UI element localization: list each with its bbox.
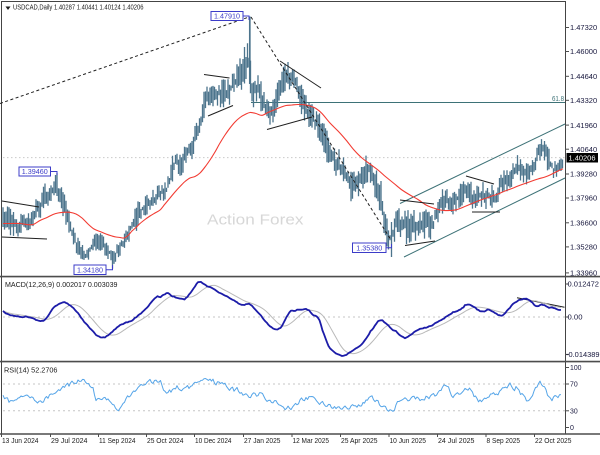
svg-text:70: 70	[570, 380, 578, 389]
svg-text:8 Sep 2025: 8 Sep 2025	[487, 436, 521, 445]
svg-text:1.35380: 1.35380	[356, 244, 382, 253]
svg-text:1.39280: 1.39280	[570, 170, 597, 179]
svg-text:1.39460: 1.39460	[22, 167, 48, 176]
svg-text:1.34180: 1.34180	[77, 266, 103, 275]
svg-text:13 Jun 2024: 13 Jun 2024	[2, 436, 39, 445]
svg-text:61.8: 61.8	[552, 96, 564, 103]
svg-text:12 Mar 2025: 12 Mar 2025	[293, 436, 330, 445]
svg-text:1.46000: 1.46000	[570, 47, 597, 56]
svg-text:1.36600: 1.36600	[570, 219, 597, 228]
svg-text:1.40206: 1.40206	[569, 154, 596, 163]
svg-text:Action Forex: Action Forex	[207, 212, 304, 229]
svg-text:25 Oct 2024: 25 Oct 2024	[147, 436, 184, 445]
svg-text:10 Dec 2024: 10 Dec 2024	[195, 436, 232, 445]
svg-text:1.37960: 1.37960	[570, 194, 597, 203]
svg-text:RSI(14) 52.2706: RSI(14) 52.2706	[4, 366, 58, 375]
svg-text:MACD(12,26,9) 0.002017 0.00303: MACD(12,26,9) 0.002017 0.003039	[5, 280, 118, 289]
svg-text:1.43320: 1.43320	[570, 96, 597, 105]
svg-text:USDCAD,Daily 1.40287 1.40441: USDCAD,Daily 1.40287 1.40441 1.40124 1.4…	[13, 3, 144, 12]
svg-text:11 Sep 2024: 11 Sep 2024	[99, 436, 136, 445]
svg-text:10 Jun 2025: 10 Jun 2025	[390, 436, 427, 445]
svg-text:1.41960: 1.41960	[570, 121, 597, 130]
svg-text:1.33960: 1.33960	[570, 269, 597, 278]
svg-text:100: 100	[570, 363, 582, 372]
svg-text:25 Apr 2025: 25 Apr 2025	[341, 436, 378, 445]
svg-text:1.35280: 1.35280	[570, 243, 597, 252]
svg-text:27 Jan 2025: 27 Jan 2025	[244, 436, 281, 445]
svg-text:1.47910: 1.47910	[214, 12, 240, 21]
svg-text:0.012472: 0.012472	[568, 280, 600, 289]
svg-text:1.44640: 1.44640	[570, 72, 597, 81]
svg-text:24 Jul 2025: 24 Jul 2025	[438, 436, 475, 445]
svg-text:-0.014389: -0.014389	[566, 350, 600, 359]
svg-text:22 Oct 2025: 22 Oct 2025	[535, 436, 572, 445]
svg-text:30: 30	[570, 407, 578, 416]
svg-text:0.00: 0.00	[568, 313, 583, 322]
svg-text:29 Jul 2024: 29 Jul 2024	[51, 436, 88, 445]
svg-text:0: 0	[570, 423, 574, 432]
svg-text:1.47320: 1.47320	[570, 23, 597, 32]
svg-text:1.40640: 1.40640	[570, 145, 597, 154]
